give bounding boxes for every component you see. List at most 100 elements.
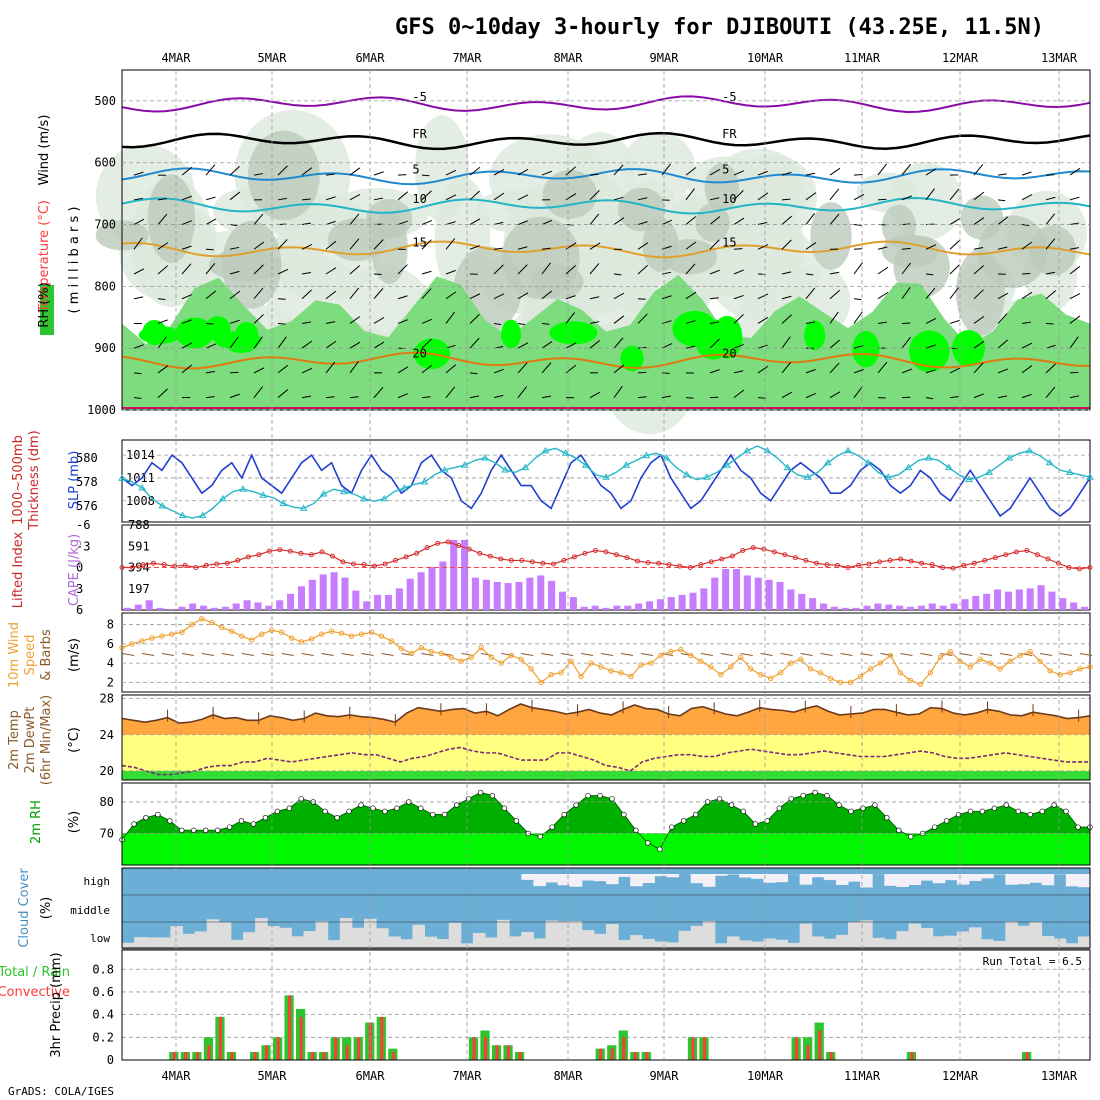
wind-barb — [613, 315, 625, 324]
thickness-marker — [924, 454, 933, 461]
thickness-tick-label: 578 — [76, 475, 98, 489]
lifted-index-marker — [224, 560, 230, 566]
wind-barb — [157, 319, 168, 324]
wind-barb — [373, 239, 384, 250]
cape-bar — [189, 603, 197, 610]
wind-barb — [1021, 342, 1033, 349]
date-tick-label-top: 5MAR — [258, 51, 288, 65]
cloud-low-bar — [860, 920, 873, 948]
cloud-low-bar — [134, 937, 147, 948]
thickness-marker — [763, 446, 772, 454]
precip-convective-bar — [184, 1052, 188, 1060]
wind-barb-10m — [900, 652, 913, 656]
temp-2m-panel: 20 24 28 — [100, 692, 1091, 781]
precip-convective-bar — [311, 1052, 315, 1060]
rh-saturated-blob — [549, 321, 598, 345]
wind-barb — [445, 291, 457, 300]
wind-speed-marker — [708, 664, 714, 670]
date-tick-label-bottom: 7MAR — [453, 1069, 483, 1083]
cloud-high-bar — [932, 874, 946, 884]
wind-barb — [733, 370, 744, 374]
cloud-low-bar — [424, 936, 438, 948]
wind-barb — [517, 246, 528, 250]
rh-marker — [1075, 824, 1081, 830]
rh-marker — [800, 792, 806, 799]
cloud-low-bar — [932, 936, 946, 948]
wind-speed-marker — [817, 670, 824, 676]
wind-barb — [421, 338, 432, 349]
thickness-marker — [239, 485, 247, 492]
thickness-marker — [1025, 446, 1034, 454]
lifted-index-marker — [140, 562, 146, 568]
wind-barb — [949, 264, 960, 275]
wind-speed-marker — [558, 670, 564, 676]
wind-speed-marker — [688, 652, 694, 659]
thickness-marker — [279, 499, 288, 507]
cloud-high-bar — [1029, 874, 1043, 883]
wind-barb-10m — [860, 652, 873, 656]
cloud-low-bar — [727, 936, 740, 948]
wind-speed-marker — [1067, 670, 1073, 676]
wind-barb — [733, 217, 745, 225]
wind-speed-marker — [478, 644, 484, 651]
lifted-index-marker — [1076, 566, 1082, 572]
lifted-index-marker — [487, 553, 493, 559]
lifted-index-marker — [1013, 549, 1019, 555]
cloud-low-bar — [848, 921, 861, 948]
wind-speed-marker — [398, 645, 405, 652]
thickness-line — [121, 445, 1091, 519]
rh-frame — [121, 782, 1091, 866]
lifted-index-marker — [214, 561, 220, 567]
cloud-high-bar — [799, 874, 813, 885]
wind-speed-marker — [738, 654, 744, 661]
thickness-marker — [985, 468, 994, 475]
cape-bar — [907, 606, 915, 610]
wind-barb — [685, 291, 697, 300]
wind-barb — [829, 289, 841, 300]
lifted-index-marker — [445, 539, 451, 545]
lifted-index-marker — [245, 554, 251, 560]
wind-barb — [373, 197, 384, 201]
wind-speed-marker — [648, 660, 654, 666]
wind-barb — [853, 298, 862, 301]
cloud-low-bar — [218, 922, 232, 948]
wind-barb — [589, 391, 601, 399]
cloud-high-bar — [545, 874, 559, 883]
wind-barb-10m — [620, 652, 634, 656]
temp-line — [121, 703, 1091, 724]
cloud-low-bar — [485, 937, 498, 948]
cape-bar — [265, 605, 273, 610]
lifted-index-marker — [308, 552, 314, 558]
wind-speed-marker — [169, 631, 175, 637]
credit-text: GrADS: COLA/IGES — [8, 1085, 114, 1098]
wind-barb — [421, 288, 432, 300]
cape-bar — [950, 603, 958, 610]
rh-saturated-blob — [804, 320, 826, 351]
cape-bar — [482, 579, 490, 610]
cape-bar — [635, 603, 643, 610]
wind-barb — [301, 321, 311, 324]
wind-barb — [661, 163, 671, 176]
wind-speed-marker — [967, 664, 973, 670]
date-tick-label-bottom: 5MAR — [258, 1069, 288, 1083]
wind-barb — [517, 386, 528, 398]
wind-barb — [997, 173, 1007, 176]
precip-tick-label: 0 — [107, 1053, 114, 1067]
wind-barb — [397, 220, 408, 226]
wind-barb — [661, 395, 672, 399]
precip-convective-bar — [829, 1052, 833, 1060]
wind-barb — [733, 313, 744, 324]
wind-barb — [349, 316, 361, 324]
isotherm-line — [121, 351, 1091, 370]
wind-barb — [973, 217, 985, 225]
wind-barb — [901, 247, 911, 250]
wind-barb-10m — [800, 652, 813, 656]
chart-title: GFS 0~10day 3-hourly for DJIBOUTI (43.25… — [395, 15, 1044, 40]
cloud-low-bar — [920, 928, 934, 948]
rh-marker — [334, 814, 340, 821]
lifted-index-marker — [350, 561, 356, 567]
precip-frame — [121, 949, 1091, 1061]
pressure-cross-section-panel: -5 -5 FR FR 5 5 10 10 15 15 20 20 500 600 700 800 900 100… — [40, 69, 1091, 435]
wind-barb — [277, 364, 289, 374]
isotherm-label: 20 — [722, 347, 736, 361]
